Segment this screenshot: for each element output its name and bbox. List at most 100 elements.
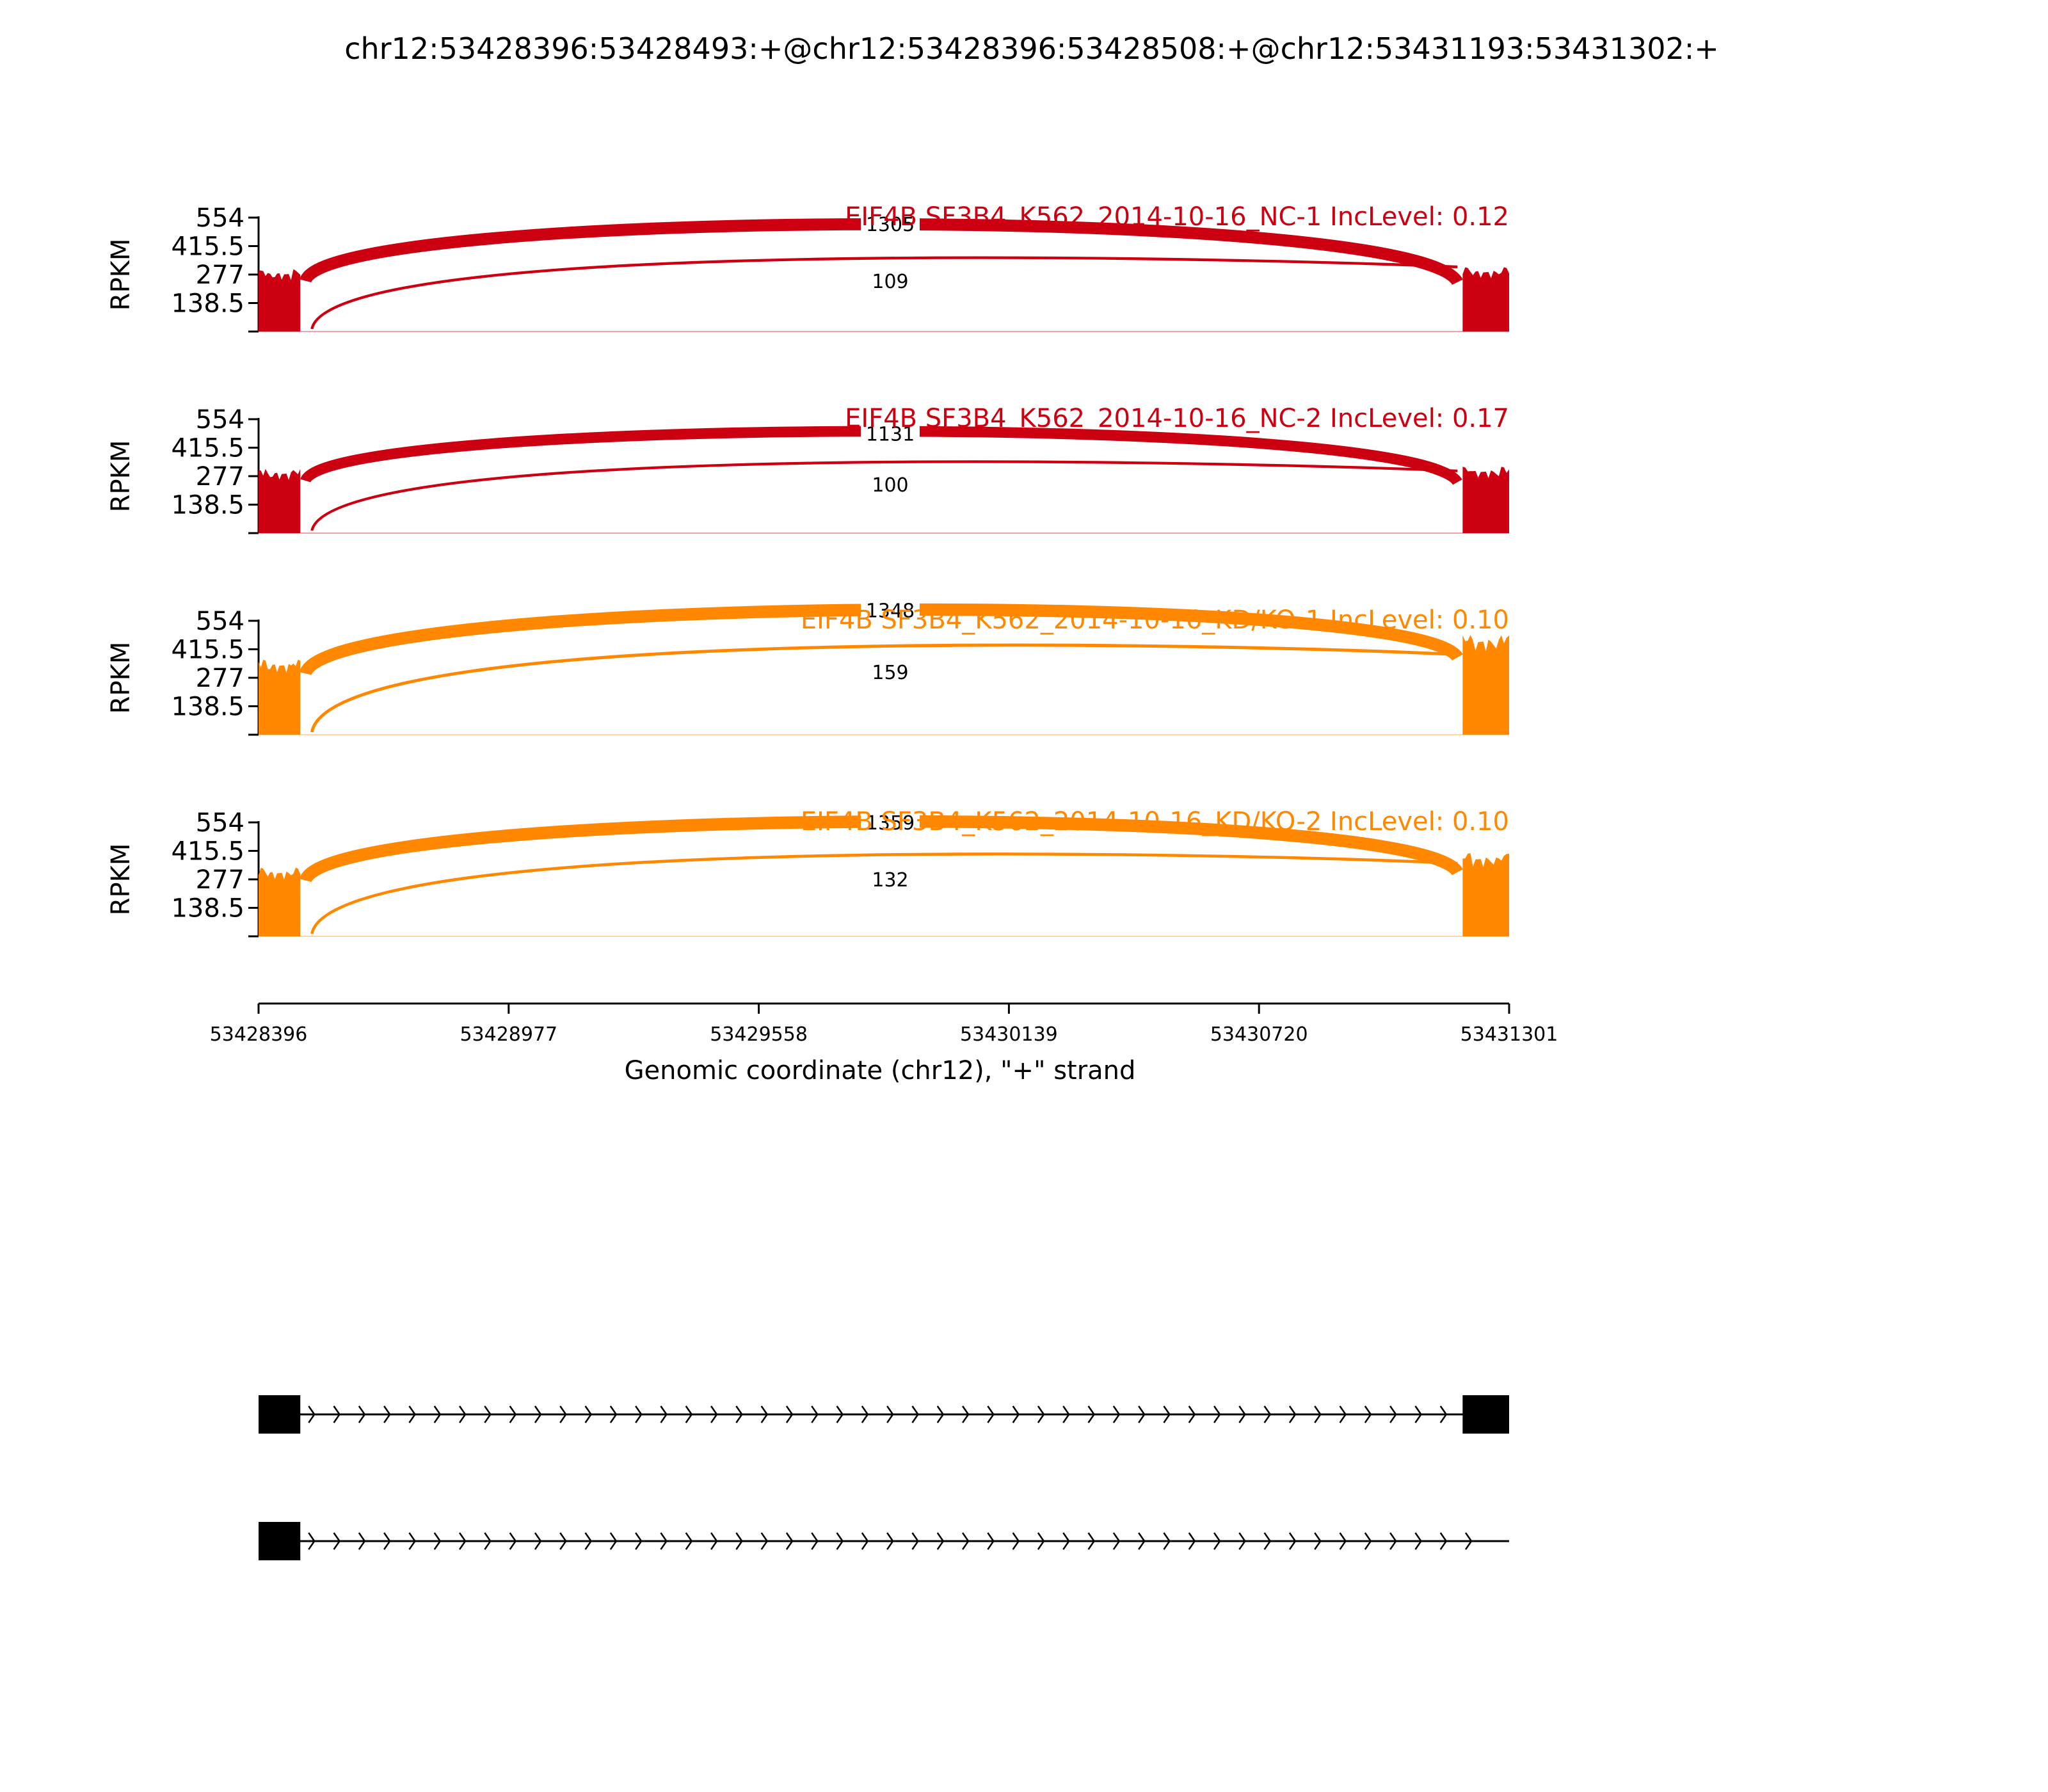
strand-arrow	[1389, 1532, 1397, 1550]
exon2-coverage	[1462, 635, 1509, 735]
strand-arrow	[936, 1532, 945, 1550]
junction-count-label: 1131	[866, 423, 915, 445]
strand-arrow	[760, 1532, 769, 1550]
strand-arrow	[1087, 1532, 1096, 1550]
y-tick-label: 415.5	[171, 636, 244, 665]
strand-arrow	[1314, 1532, 1322, 1550]
strand-arrow	[433, 1405, 442, 1423]
strand-arrow	[1414, 1405, 1422, 1423]
exon1-coverage	[259, 468, 301, 533]
y-tick-label: 277	[196, 260, 244, 290]
junction-count-label: 1359	[866, 812, 915, 835]
strand-arrow	[308, 1532, 316, 1550]
strand-arrow	[509, 1532, 517, 1550]
junction-label-box	[861, 420, 920, 447]
y-tick-label: 138.5	[171, 692, 244, 722]
strand-arrow	[1238, 1532, 1246, 1550]
strand-arrow	[735, 1405, 743, 1423]
strand-arrow	[635, 1532, 643, 1550]
y-tick-label: 554	[196, 808, 244, 838]
strand-arrow	[333, 1532, 341, 1550]
x-tick-label: 53428396	[210, 1023, 308, 1046]
strand-arrow	[1339, 1405, 1347, 1423]
strand-arrow	[383, 1532, 391, 1550]
y-tick-label: 554	[196, 204, 244, 233]
y-tick-label: 415.5	[171, 232, 244, 262]
exon1-coverage	[259, 867, 301, 936]
strand-arrow	[660, 1532, 668, 1550]
chart-title: chr12:53428396:53428493:+@chr12:53428396…	[344, 31, 1719, 66]
strand-arrow	[785, 1532, 794, 1550]
junction-label-box	[861, 866, 920, 892]
strand-arrow	[710, 1532, 718, 1550]
strand-arrow	[584, 1532, 593, 1550]
x-axis-label: Genomic coordinate (chr12), "+" strand	[625, 1056, 1136, 1085]
junction-arc	[310, 460, 1458, 531]
y-tick-label: 138.5	[171, 491, 244, 520]
exon-block	[259, 1522, 301, 1560]
strand-arrow	[1062, 1405, 1070, 1423]
y-tick-label: 554	[196, 405, 244, 435]
strand-arrow	[1188, 1532, 1196, 1550]
strand-arrow	[559, 1405, 567, 1423]
x-tick-label: 53431301	[1460, 1023, 1558, 1046]
strand-arrow	[383, 1405, 391, 1423]
strand-arrow	[1465, 1532, 1473, 1550]
exon2-coverage	[1462, 467, 1509, 533]
junction-label-box	[861, 472, 920, 498]
junction-label-box	[861, 597, 920, 623]
strand-arrow	[911, 1405, 919, 1423]
strand-arrow	[1112, 1532, 1121, 1550]
strand-arrow	[987, 1405, 995, 1423]
strand-arrow	[1263, 1532, 1272, 1550]
exon-block	[1462, 1395, 1509, 1434]
strand-arrow	[685, 1532, 693, 1550]
strand-arrow	[911, 1532, 919, 1550]
junction-arc	[310, 256, 1458, 330]
strand-arrow	[1364, 1532, 1372, 1550]
strand-arrow	[861, 1532, 869, 1550]
strand-arrow	[836, 1405, 844, 1423]
strand-arrow	[710, 1405, 718, 1423]
strand-arrow	[1112, 1405, 1121, 1423]
strand-arrow	[660, 1405, 668, 1423]
y-axis-label: RPKM	[106, 440, 136, 513]
strand-arrow	[1062, 1532, 1070, 1550]
junction-label-box	[861, 268, 920, 294]
strand-arrow	[1288, 1405, 1297, 1423]
junction-count-label: 1305	[866, 214, 915, 236]
x-tick-label: 53428977	[460, 1023, 557, 1046]
strand-arrow	[1138, 1405, 1146, 1423]
y-tick-label: 415.5	[171, 434, 244, 463]
strand-arrow	[962, 1532, 970, 1550]
strand-arrow	[1414, 1532, 1422, 1550]
exon2-coverage	[1462, 267, 1509, 332]
x-tick-label: 53430139	[960, 1023, 1058, 1046]
y-axis-label: RPKM	[106, 239, 136, 311]
strand-arrow	[1314, 1405, 1322, 1423]
strand-arrow	[1439, 1532, 1448, 1550]
strand-arrow	[308, 1405, 316, 1423]
strand-arrow	[811, 1532, 819, 1550]
junction-label-box	[861, 659, 920, 685]
y-axis-label: RPKM	[106, 642, 136, 714]
strand-arrow	[836, 1532, 844, 1550]
sample-label: EIF4B SF3B4_K562_2014-10-16_NC-2 IncLeve…	[845, 404, 1509, 433]
isoform-model	[259, 1522, 1509, 1560]
strand-arrow	[987, 1532, 995, 1550]
y-tick-label: 138.5	[171, 894, 244, 924]
y-tick-label: 277	[196, 664, 244, 693]
strand-arrow	[609, 1405, 618, 1423]
strand-arrow	[1263, 1405, 1272, 1423]
strand-arrow	[1238, 1405, 1246, 1423]
junction-count-label: 109	[872, 271, 908, 293]
junction-label-box	[861, 809, 920, 835]
x-tick-label: 53429558	[710, 1023, 808, 1046]
strand-arrow	[1288, 1532, 1297, 1550]
strand-arrow	[886, 1405, 894, 1423]
junction-arc	[310, 643, 1458, 733]
